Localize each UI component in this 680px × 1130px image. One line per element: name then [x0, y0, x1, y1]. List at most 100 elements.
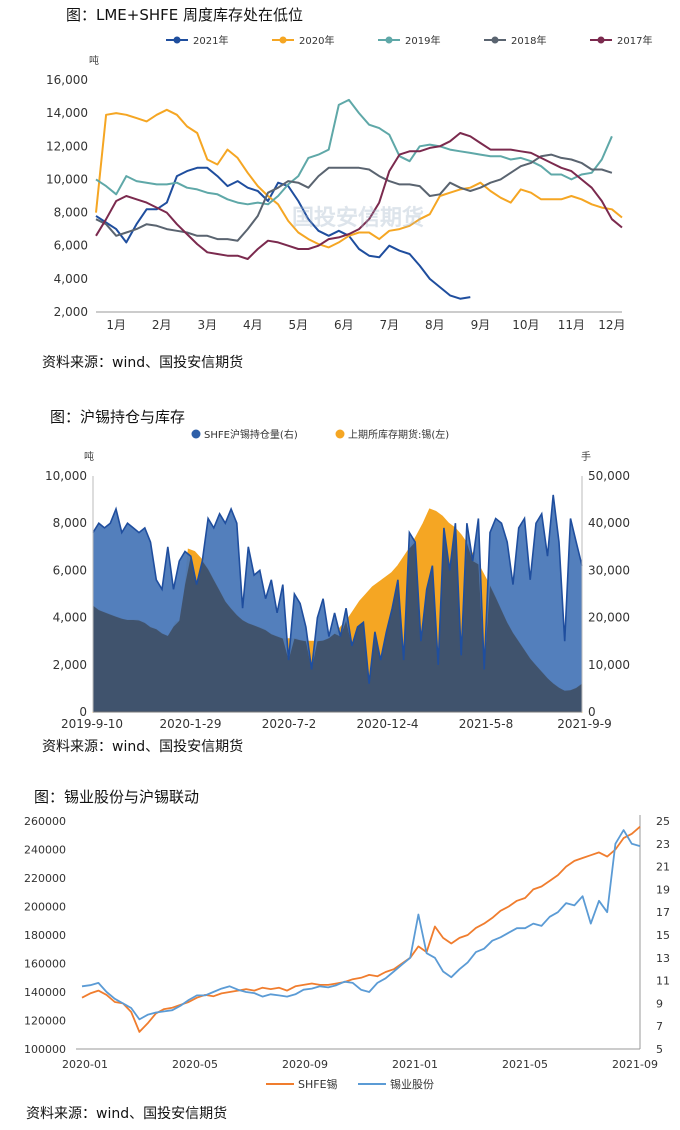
y-right-tick-label: 10,000 [588, 658, 630, 672]
y-right-tick-label: 11 [656, 975, 670, 988]
x-tick-label: 2021-09 [612, 1058, 658, 1071]
y-left-unit-label: 吨 [84, 450, 94, 463]
chart2-source: 资料来源：wind、国投安信期货 [42, 739, 244, 755]
y-tick-label: 12,000 [46, 139, 88, 153]
chart2-panel: 图：沪锡持仓与库存 0 2,000 4,000 6,000 8,000 10,000 0 10… [42, 408, 630, 755]
x-tick-label: 9月 [471, 318, 491, 332]
legend-label: 2021年 [193, 34, 228, 47]
y-right-tick-label: 15 [656, 929, 670, 942]
x-tick-label: 2020-09 [282, 1058, 328, 1071]
chart3-title: 图：锡业股份与沪锡联动 [34, 788, 200, 806]
y-left-tick-label: 200000 [24, 901, 66, 914]
x-tick-label: 3月 [197, 318, 217, 332]
legend-label: 2019年 [405, 34, 440, 47]
series-line [95, 108, 623, 249]
y-left-tick-label: 240000 [24, 844, 66, 857]
chart1-panel: 图：LME+SHFE 周度库存处在低位 2,000 4,000 6,000 8,000… [0, 0, 680, 380]
y-tick-label: 10,000 [46, 172, 88, 186]
y-right-tick-label: 13 [656, 952, 670, 965]
x-tick-label: 2020-1-29 [159, 717, 221, 731]
y-left-tick-label: 8,000 [53, 516, 87, 530]
shfe-tin-line [81, 826, 641, 1033]
legend-label: SHFE沪锡持仓量(右) [204, 428, 298, 441]
x-tick-label: 2021-01 [392, 1058, 438, 1071]
x-tick-label: 5月 [288, 318, 308, 332]
x-tick-label: 1月 [106, 318, 126, 332]
y-unit-label: 吨 [89, 54, 99, 67]
y-left-tick-label: 180000 [24, 929, 66, 942]
x-tick-label: 2021-9-9 [557, 717, 611, 731]
y-left-tick-label: 100000 [24, 1043, 66, 1056]
legend-label: 上期所库存期货:锡(左) [348, 428, 449, 441]
x-tick-label: 2020-05 [172, 1058, 218, 1071]
legend-label: 锡业股份 [390, 1077, 434, 1091]
chart1-source: 资料来源：wind、国投安信期货 [42, 355, 244, 371]
x-tick-label: 6月 [334, 318, 354, 332]
series-line [95, 132, 623, 260]
x-tick-label: 2021-05 [502, 1058, 548, 1071]
x-tick-label: 8月 [425, 318, 445, 332]
y-right-tick-label: 0 [588, 705, 596, 719]
legend-marker [385, 36, 393, 44]
legend-marker [335, 429, 345, 439]
y-tick-label: 14,000 [46, 106, 88, 120]
y-right-tick-label: 5 [656, 1043, 663, 1056]
series-line [95, 98, 613, 206]
tin-industry-line [81, 829, 641, 1021]
y-tick-label: 4,000 [54, 272, 88, 286]
y-left-tick-label: 260000 [24, 815, 66, 828]
y-right-tick-label: 50,000 [588, 469, 630, 483]
legend-label: 2018年 [511, 34, 546, 47]
legend-marker [173, 36, 181, 44]
y-right-tick-label: 40,000 [588, 516, 630, 530]
chart1-title: 图：LME+SHFE 周度库存处在低位 [66, 6, 304, 24]
y-right-tick-label: 19 [656, 883, 670, 896]
x-tick-label: 2021-5-8 [459, 717, 513, 731]
chart2-svg: 0 2,000 4,000 6,000 8,000 10,000 0 10,000 20,000… [45, 428, 630, 731]
legend-label: 2020年 [299, 34, 334, 47]
y-right-unit-label: 手 [581, 450, 591, 463]
legend-marker [279, 36, 287, 44]
y-right-tick-label: 7 [656, 1020, 663, 1033]
y-left-tick-label: 4,000 [53, 611, 87, 625]
x-tick-label: 12月 [598, 318, 625, 332]
y-right-tick-label: 20,000 [588, 611, 630, 625]
legend-marker [491, 36, 499, 44]
y-tick-label: 6,000 [54, 239, 88, 253]
x-tick-label: 4月 [243, 318, 263, 332]
y-right-tick-label: 9 [656, 997, 663, 1010]
y-tick-label: 2,000 [54, 305, 88, 319]
y-right-tick-label: 17 [656, 906, 670, 919]
y-left-tick-label: 2,000 [53, 658, 87, 672]
y-left-tick-label: 220000 [24, 872, 66, 885]
y-left-tick-label: 0 [79, 705, 87, 719]
legend-label: 2017年 [617, 34, 652, 47]
x-tick-label: 11月 [558, 318, 585, 332]
y-right-tick-label: 21 [656, 861, 670, 874]
open-interest-line [92, 494, 583, 684]
chart1-watermark: 国投安信期货 [292, 206, 425, 231]
series-line [95, 153, 613, 242]
chart2-title: 图：沪锡持仓与库存 [50, 408, 186, 426]
legend-marker [191, 429, 201, 439]
x-tick-label: 7月 [380, 318, 400, 332]
chart1-svg: 2,000 4,000 6,000 8,000 10,000 12,000 14,000 16… [46, 34, 652, 332]
legend-label: SHFE锡 [298, 1077, 338, 1091]
y-right-tick-label: 23 [656, 838, 670, 851]
y-left-tick-label: 6,000 [53, 563, 87, 577]
x-tick-label: 10月 [512, 318, 539, 332]
overlap-area [93, 527, 582, 712]
y-right-tick-label: 30,000 [588, 563, 630, 577]
x-tick-label: 2020-7-2 [262, 717, 316, 731]
y-tick-label: 8,000 [54, 206, 88, 220]
y-tick-label: 16,000 [46, 73, 88, 87]
y-right-tick-label: 25 [656, 815, 670, 828]
y-left-tick-label: 10,000 [45, 469, 87, 483]
x-tick-label: 2020-12-4 [356, 717, 418, 731]
y-left-tick-label: 160000 [24, 958, 66, 971]
y-left-tick-label: 140000 [24, 986, 66, 999]
x-tick-label: 2020-01 [62, 1058, 108, 1071]
x-tick-label: 2月 [152, 318, 172, 332]
